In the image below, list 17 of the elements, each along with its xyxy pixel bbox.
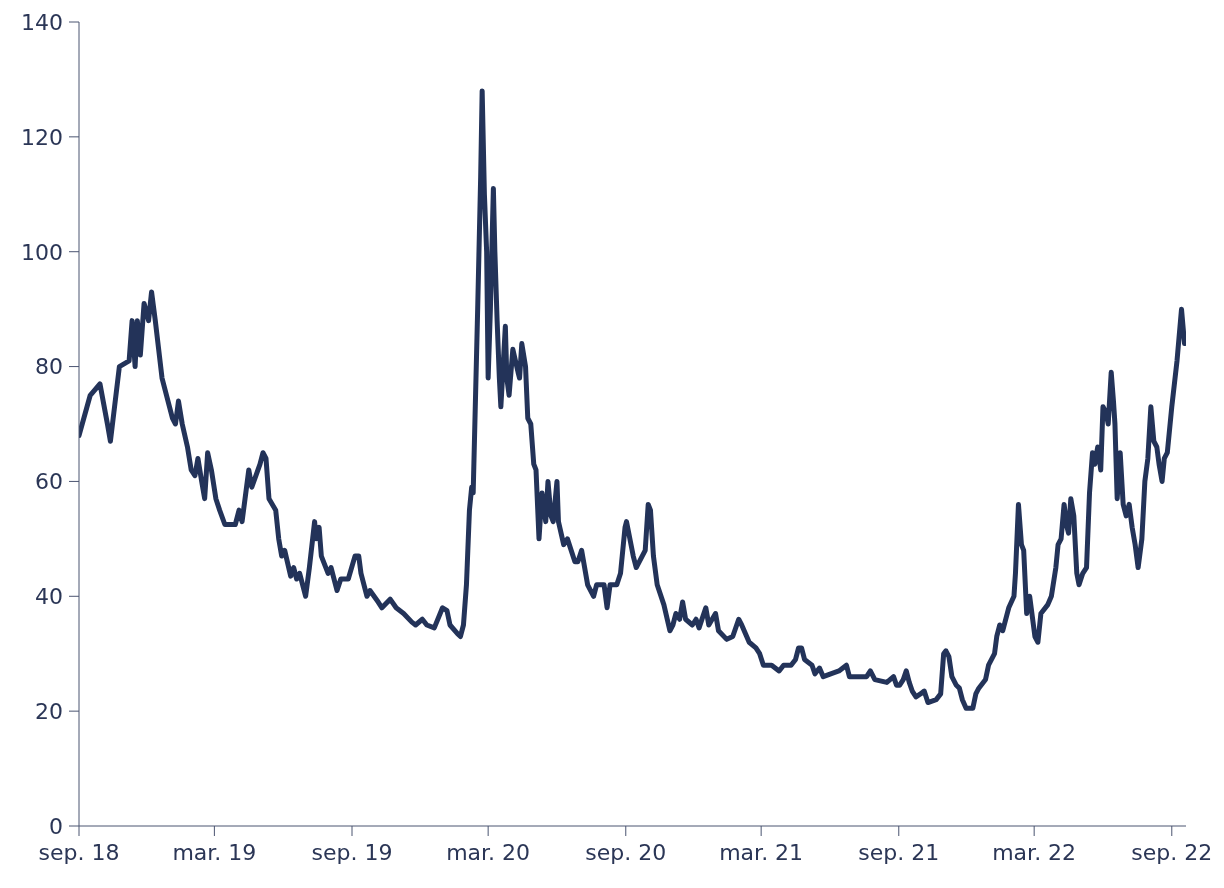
y-tick-label: 80 (35, 354, 63, 380)
x-tick-label: sep. 22 (1131, 839, 1213, 865)
y-tick-label: 100 (21, 239, 63, 265)
x-tick-label: sep. 20 (585, 839, 667, 865)
x-tick-label: sep. 18 (38, 839, 120, 865)
y-tick-label: 60 (35, 469, 63, 495)
y-tick-label: 120 (21, 124, 63, 150)
y-tick-label: 40 (35, 584, 63, 610)
x-tick-label: sep. 21 (858, 839, 940, 865)
y-tick-label: 0 (49, 813, 63, 839)
y-tick-label: 140 (21, 9, 63, 35)
x-tick-label: mar. 22 (992, 839, 1077, 865)
x-tick-label: mar. 19 (172, 839, 257, 865)
y-tick-label: 20 (35, 698, 63, 724)
x-tick-label: sep. 19 (311, 839, 393, 865)
x-tick-label: mar. 20 (446, 839, 531, 865)
x-tick-label: mar. 21 (719, 839, 804, 865)
